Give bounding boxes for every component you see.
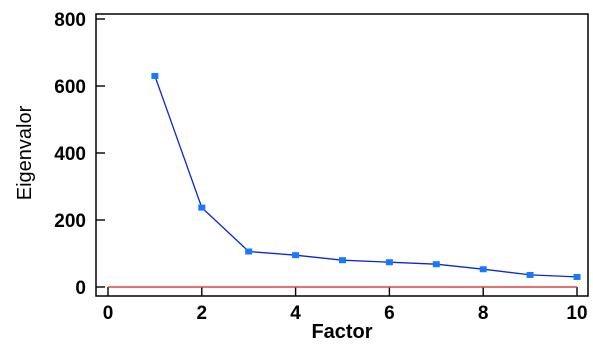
x-tick-label: 10 — [566, 303, 587, 324]
x-tick-label: 2 — [197, 303, 208, 324]
y-axis-title: Eigenvalor — [14, 105, 36, 200]
data-point — [479, 266, 487, 273]
y-tick-label: 0 — [75, 278, 86, 299]
data-points — [151, 72, 581, 280]
y-tick-label: 200 — [54, 211, 86, 232]
data-point — [245, 248, 253, 255]
series-line — [154, 75, 578, 278]
data-point — [573, 273, 581, 280]
data-point — [385, 259, 393, 266]
x-tick-label: 0 — [103, 303, 114, 324]
data-point — [339, 257, 346, 264]
x-tick-label: 4 — [290, 303, 301, 324]
data-point — [432, 261, 440, 268]
x-tick-label: 6 — [384, 303, 395, 324]
y-axis: 0 200 400 600 800 — [54, 10, 105, 299]
x-axis: 0 2 4 6 8 10 — [103, 287, 588, 324]
x-axis-title: Factor — [311, 321, 372, 343]
x-tick-label: 8 — [478, 303, 489, 324]
data-point — [198, 204, 206, 211]
data-point — [526, 271, 534, 278]
y-tick-label: 400 — [54, 144, 86, 165]
data-point — [151, 72, 159, 79]
plot-frame — [95, 13, 589, 297]
y-tick-label: 600 — [54, 77, 86, 98]
y-tick-label: 800 — [54, 10, 86, 31]
data-point — [292, 252, 300, 259]
